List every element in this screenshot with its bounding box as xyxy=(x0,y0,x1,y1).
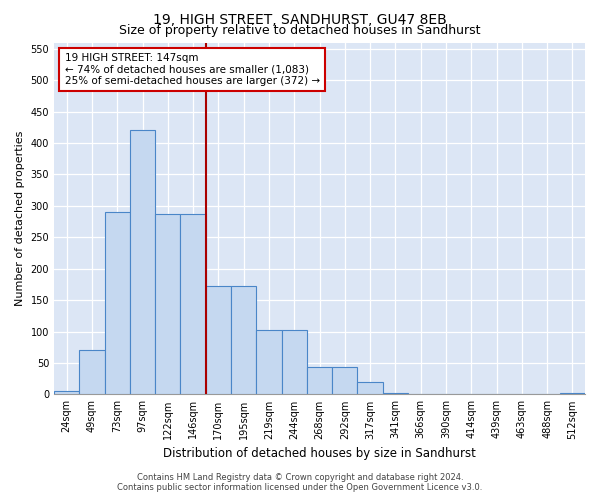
Bar xyxy=(383,392,408,394)
Bar xyxy=(130,130,155,394)
Text: Size of property relative to detached houses in Sandhurst: Size of property relative to detached ho… xyxy=(119,24,481,37)
Bar xyxy=(256,330,281,394)
Bar xyxy=(281,330,307,394)
Text: 19, HIGH STREET, SANDHURST, GU47 8EB: 19, HIGH STREET, SANDHURST, GU47 8EB xyxy=(153,12,447,26)
Bar xyxy=(358,382,383,394)
Bar xyxy=(560,393,585,394)
Bar xyxy=(155,214,181,394)
X-axis label: Distribution of detached houses by size in Sandhurst: Distribution of detached houses by size … xyxy=(163,447,476,460)
Text: 19 HIGH STREET: 147sqm
← 74% of detached houses are smaller (1,083)
25% of semi-: 19 HIGH STREET: 147sqm ← 74% of detached… xyxy=(65,53,320,86)
Bar xyxy=(181,214,206,394)
Bar xyxy=(79,350,104,395)
Bar xyxy=(231,286,256,395)
Bar xyxy=(54,392,79,394)
Bar xyxy=(104,212,130,394)
Bar xyxy=(206,286,231,395)
Y-axis label: Number of detached properties: Number of detached properties xyxy=(15,131,25,306)
Text: Contains HM Land Registry data © Crown copyright and database right 2024.
Contai: Contains HM Land Registry data © Crown c… xyxy=(118,473,482,492)
Bar xyxy=(307,368,332,394)
Bar xyxy=(332,368,358,394)
